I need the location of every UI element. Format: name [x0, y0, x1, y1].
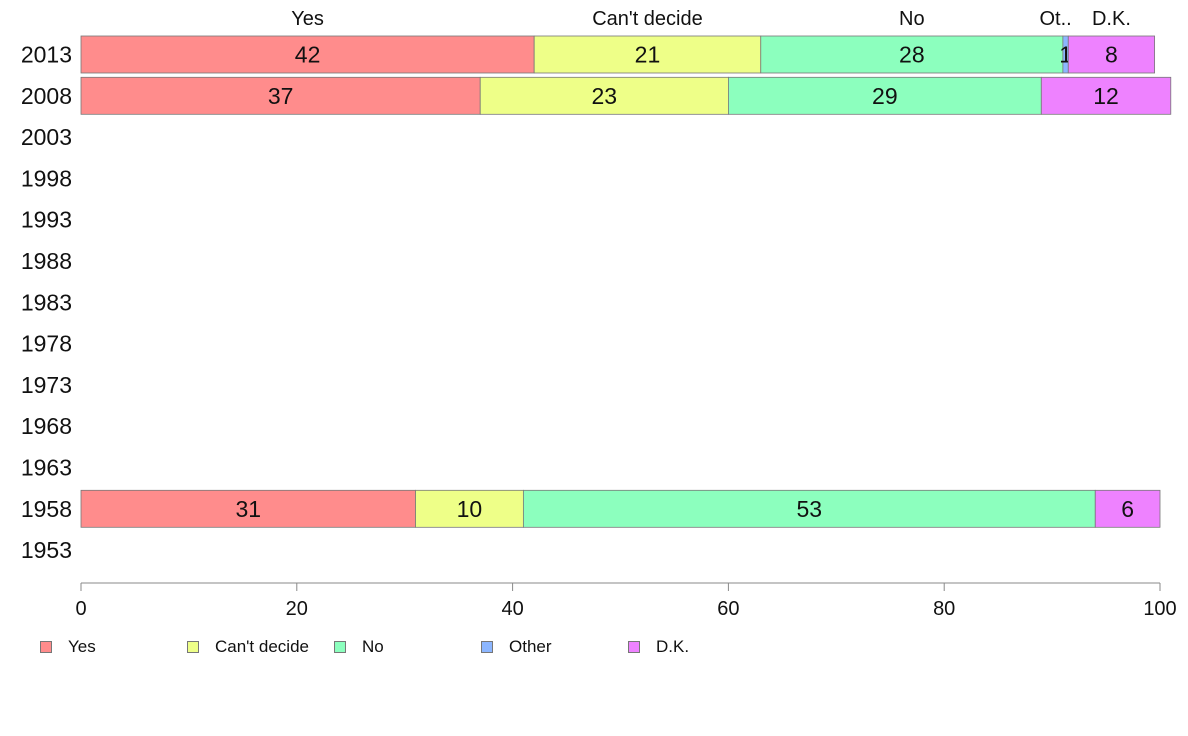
- bar-segment: [728, 76, 1042, 115]
- data-label: 6: [1121, 496, 1134, 522]
- bar-segment: [522, 489, 1096, 528]
- bar-segment: [533, 35, 762, 74]
- legend-label: Other: [509, 637, 552, 656]
- legend-swatch-cant-decide: [187, 641, 199, 653]
- y-tick-label: 2013: [21, 42, 72, 68]
- y-tick-label: 1988: [21, 248, 72, 274]
- x-tick-label: 40: [501, 598, 523, 620]
- bar-segment: [1094, 489, 1161, 528]
- legend-item-other: Other: [481, 637, 552, 656]
- legend-label: Yes: [68, 637, 96, 656]
- data-label: 53: [797, 496, 823, 522]
- y-tick-label: 2003: [21, 124, 72, 150]
- y-tick-label: 2008: [21, 83, 72, 109]
- top-series-labels: Yes Can't decide No Ot.. D.K.: [291, 8, 1131, 30]
- x-axis: 0 20 40 60 80 100: [75, 582, 1177, 620]
- x-tick-label: 0: [75, 598, 86, 620]
- legend-item-dk: D.K.: [628, 637, 690, 656]
- top-series-label: D.K.: [1092, 8, 1131, 30]
- legend-swatch-other: [481, 641, 493, 653]
- top-series-label: Yes: [291, 8, 324, 30]
- bar-segment: [760, 35, 1064, 74]
- legend-label: D.K.: [656, 637, 690, 656]
- legend-swatch-yes: [40, 641, 52, 653]
- bar-segment: [80, 76, 481, 115]
- bar-segment: [1067, 35, 1156, 74]
- y-tick-label: 1993: [21, 207, 72, 233]
- legend-item-yes: Yes: [40, 637, 96, 656]
- legend-item-no: No: [334, 637, 384, 656]
- y-tick-label: 1963: [21, 455, 72, 481]
- top-series-label: Can't decide: [592, 8, 703, 30]
- data-label: 42: [295, 42, 321, 68]
- data-label: 12: [1093, 83, 1119, 109]
- y-tick-label: 1983: [21, 289, 72, 315]
- x-tick-label: 100: [1143, 598, 1176, 620]
- y-tick-label: 1973: [21, 372, 72, 398]
- bar-segment: [1040, 76, 1172, 115]
- data-label: 29: [872, 83, 898, 109]
- data-label: 8: [1105, 42, 1118, 68]
- data-label: 37: [268, 83, 294, 109]
- legend-label: No: [362, 637, 384, 656]
- legend-swatch-no: [334, 641, 346, 653]
- y-axis-labels: 2013 2008 2003 1998 1993 1988 1983 1978 1973 1968…: [21, 42, 72, 564]
- y-tick-label: 1978: [21, 331, 72, 357]
- data-label: 23: [592, 83, 618, 109]
- y-tick-label: 1998: [21, 165, 72, 191]
- y-tick-label: 1958: [21, 496, 72, 522]
- legend: Yes Can't decide No Other D.K.: [40, 637, 740, 658]
- y-tick-label: 1968: [21, 413, 72, 439]
- data-label: 10: [457, 496, 483, 522]
- legend-label: Can't decide: [215, 637, 309, 656]
- bar-segment: [80, 35, 535, 74]
- x-tick-label: 60: [717, 598, 739, 620]
- legend-swatch-dk: [628, 641, 640, 653]
- legend-item-cant-decide: Can't decide: [187, 637, 309, 656]
- bar-segment: [80, 489, 416, 528]
- top-series-label: No: [899, 8, 925, 30]
- x-tick-label: 80: [933, 598, 955, 620]
- y-tick-label: 1953: [21, 537, 72, 563]
- data-label: 31: [235, 496, 261, 522]
- top-series-label: Ot..: [1039, 8, 1071, 30]
- bar-segment: [479, 76, 729, 115]
- x-tick-label: 20: [286, 598, 308, 620]
- data-label: 28: [899, 42, 925, 68]
- data-label: 21: [635, 42, 661, 68]
